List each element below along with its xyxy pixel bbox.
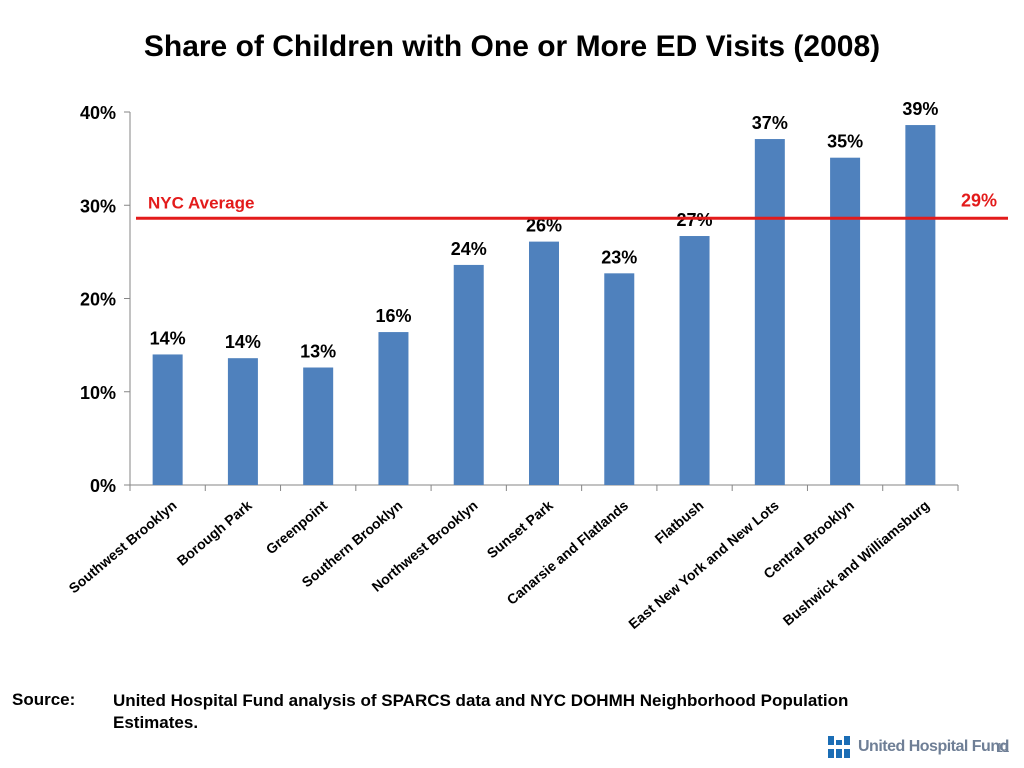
category-label: Sunset Park [484, 497, 556, 561]
data-label: 37% [752, 113, 788, 133]
source-text: United Hospital Fund analysis of SPARCS … [113, 691, 849, 732]
category-label: Greenpoint [263, 497, 331, 557]
reference-line-value-label: 29% [961, 190, 997, 210]
data-label: 26% [526, 216, 562, 236]
bar [378, 332, 409, 485]
category-label: Bushwick and Williamsburg [780, 497, 933, 629]
y-tick-label: 10% [80, 383, 116, 403]
bar [152, 354, 183, 485]
data-label: 14% [225, 332, 261, 352]
bar [604, 273, 635, 485]
data-label: 24% [451, 239, 487, 259]
chart-title: Share of Children with One or More ED Vi… [143, 30, 881, 63]
y-tick-label: 30% [80, 196, 116, 216]
data-label: 27% [677, 210, 713, 230]
data-label: 39% [902, 99, 938, 119]
bar [227, 358, 258, 485]
category-label: Borough Park [174, 497, 255, 569]
logo-mark-icon [828, 736, 850, 758]
page-number: 11 [996, 740, 1010, 755]
data-label: 23% [601, 247, 637, 267]
data-label: 16% [375, 306, 411, 326]
bar [303, 367, 334, 485]
bar [453, 264, 484, 485]
logo-text: United Hospital Fund [858, 738, 1009, 755]
y-tick-label: 20% [80, 290, 116, 310]
data-label: 13% [300, 342, 336, 362]
bar [679, 236, 710, 485]
bar [830, 157, 861, 485]
category-label: Southwest Brooklyn [66, 497, 180, 596]
category-label: Canarsie and Flatlands [503, 497, 631, 608]
data-label: 14% [150, 328, 186, 348]
bar [529, 241, 559, 485]
organization-logo: United Hospital Fund [826, 733, 1009, 761]
category-label: Flatbush [651, 497, 706, 547]
category-label: East New York and New Lots [625, 497, 782, 632]
y-tick-label: 40% [80, 103, 116, 123]
bar [905, 125, 936, 486]
data-label: 35% [827, 132, 863, 152]
source-label: Source: [12, 690, 76, 709]
bar-chart: 0% 10% 20% 30% 40% 14% Southwest Brooklyn 14% Bo… [66, 99, 1008, 632]
y-tick-label: 0% [90, 476, 116, 496]
reference-line-label: NYC Average [148, 193, 254, 212]
bar [754, 139, 785, 486]
